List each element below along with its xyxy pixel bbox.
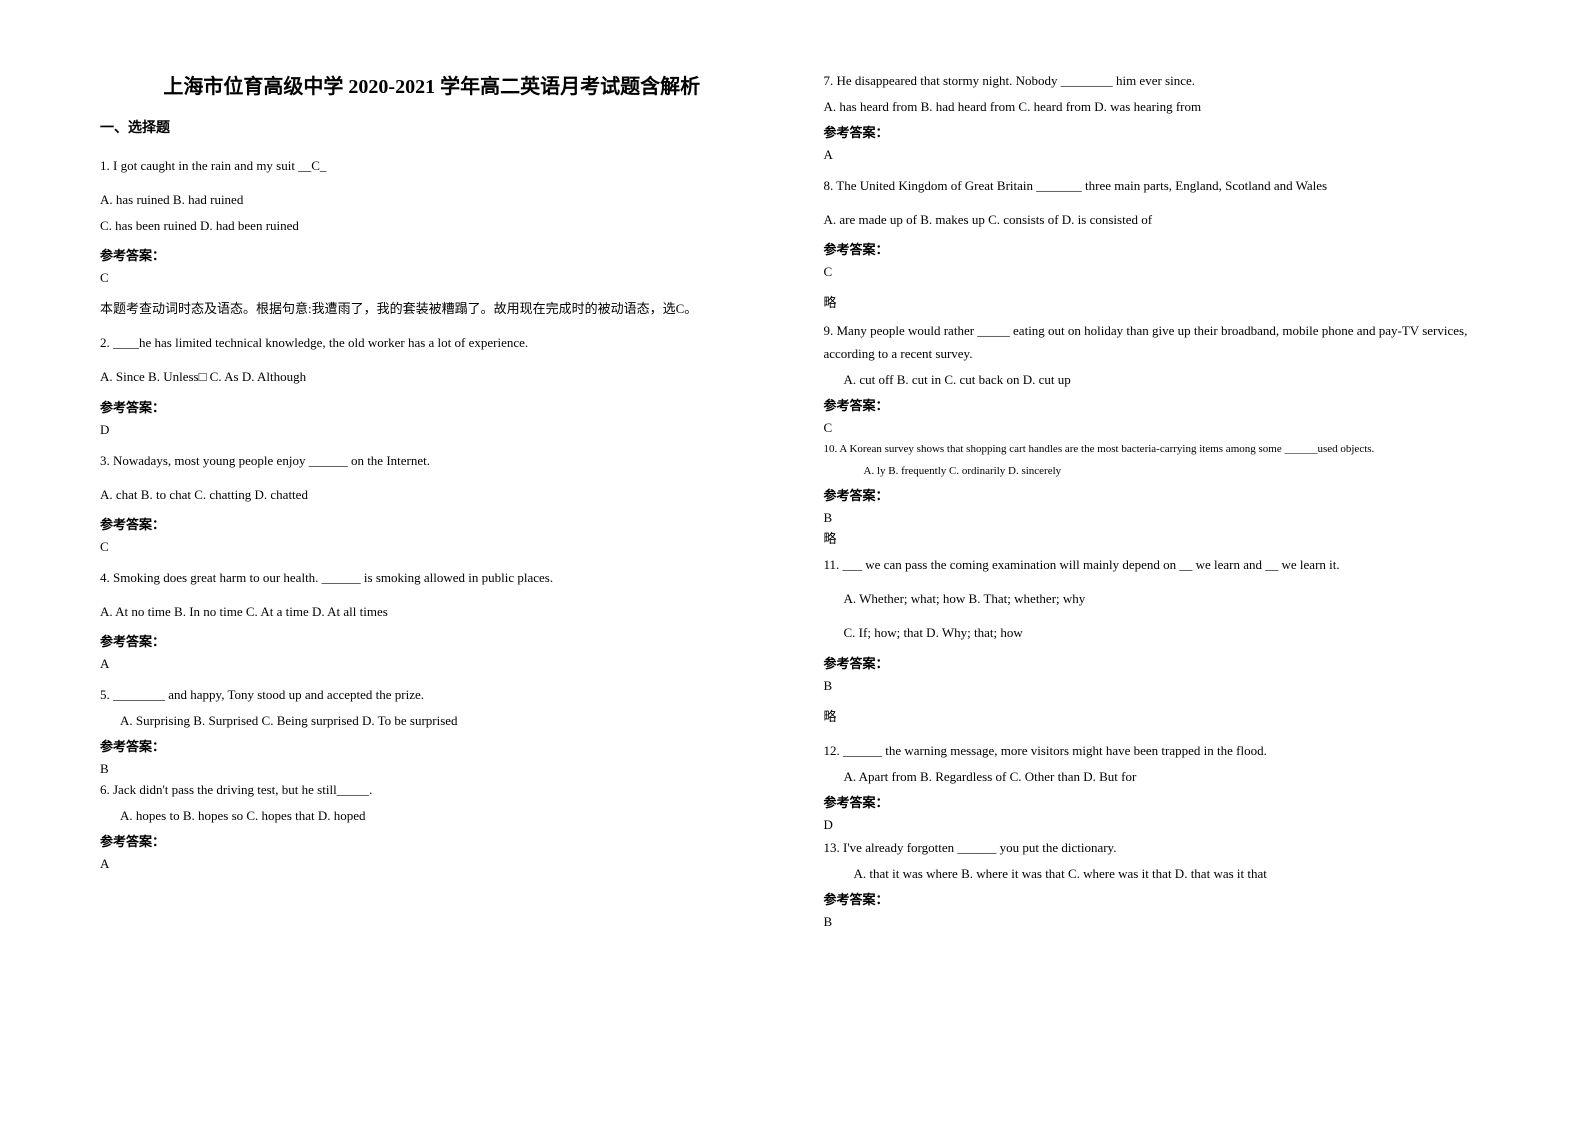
q2-answer: D — [100, 422, 764, 438]
q2-options: A. Since B. Unless□ C. As D. Although — [100, 366, 764, 388]
q3-options: A. chat B. to chat C. chatting D. chatte… — [100, 484, 764, 506]
q13-answer-label: 参考答案： — [824, 889, 1488, 908]
q6-text: 6. Jack didn't pass the driving test, bu… — [100, 779, 764, 801]
q13-options: A. that it was where B. where it was tha… — [824, 863, 1488, 885]
q12-options: A. Apart from B. Regardless of C. Other … — [824, 766, 1488, 788]
q9-answer-label: 参考答案： — [824, 395, 1488, 414]
left-column: 上海市位育高级中学 2020-2021 学年高二英语月考试题含解析 一、选择题 … — [100, 70, 764, 1052]
q7-options: A. has heard from B. had heard from C. h… — [824, 96, 1488, 118]
q7-answer-label: 参考答案： — [824, 122, 1488, 141]
q10-answer-label: 参考答案： — [824, 485, 1488, 504]
q11-options-b: C. If; how; that D. Why; that; how — [824, 622, 1488, 644]
q4-options: A. At no time B. In no time C. At a time… — [100, 601, 764, 623]
q1-options-b: C. has been ruined D. had been ruined — [100, 215, 764, 237]
q6-answer-label: 参考答案： — [100, 831, 764, 850]
q12-text: 12. ______ the warning message, more vis… — [824, 740, 1488, 762]
q12-answer-label: 参考答案： — [824, 792, 1488, 811]
q11-omitted: 略 — [824, 706, 1488, 728]
q11-answer: B — [824, 678, 1488, 694]
q9-text: 9. Many people would rather _____ eating… — [824, 320, 1488, 364]
q2-answer-label: 参考答案： — [100, 397, 764, 416]
q5-options: A. Surprising B. Surprised C. Being surp… — [100, 710, 764, 732]
q1-options-a: A. has ruined B. had ruined — [100, 189, 764, 211]
q13-text: 13. I've already forgotten ______ you pu… — [824, 837, 1488, 859]
q11-text: 11. ___ we can pass the coming examinati… — [824, 554, 1488, 576]
q1-answer-label: 参考答案： — [100, 245, 764, 264]
q3-text: 3. Nowadays, most young people enjoy ___… — [100, 450, 764, 472]
q11-answer-label: 参考答案： — [824, 653, 1488, 672]
q6-answer: A — [100, 856, 764, 872]
q12-answer: D — [824, 817, 1488, 833]
q5-answer-label: 参考答案： — [100, 736, 764, 755]
q8-options: A. are made up of B. makes up C. consist… — [824, 209, 1488, 231]
q4-text: 4. Smoking does great harm to our health… — [100, 567, 764, 589]
q1-text: 1. I got caught in the rain and my suit … — [100, 155, 764, 177]
q2-text: 2. ____he has limited technical knowledg… — [100, 332, 764, 354]
q6-options: A. hopes to B. hopes so C. hopes that D.… — [100, 805, 764, 827]
q8-omitted: 略 — [824, 292, 1488, 314]
q10-options: A. ly B. frequently C. ordinarily D. sin… — [824, 462, 1488, 481]
q1-explanation: 本题考查动词时态及语态。根据句意:我遭雨了，我的套装被糟蹋了。故用现在完成时的被… — [100, 298, 764, 320]
q7-answer: A — [824, 147, 1488, 163]
section-header: 一、选择题 — [100, 117, 764, 137]
q8-answer: C — [824, 264, 1488, 280]
exam-title: 上海市位育高级中学 2020-2021 学年高二英语月考试题含解析 — [100, 70, 764, 99]
q5-text: 5. ________ and happy, Tony stood up and… — [100, 684, 764, 706]
q10-omitted: 略 — [824, 528, 1488, 550]
q4-answer: A — [100, 656, 764, 672]
right-column: 7. He disappeared that stormy night. Nob… — [824, 70, 1488, 1052]
q3-answer: C — [100, 539, 764, 555]
q4-answer-label: 参考答案： — [100, 631, 764, 650]
q8-text: 8. The United Kingdom of Great Britain _… — [824, 175, 1488, 197]
q1-answer: C — [100, 270, 764, 286]
q9-answer: C — [824, 420, 1488, 436]
q10-answer: B — [824, 510, 1488, 526]
q3-answer-label: 参考答案： — [100, 514, 764, 533]
q10-text: 10. A Korean survey shows that shopping … — [824, 440, 1488, 459]
q11-options-a: A. Whether; what; how B. That; whether; … — [824, 588, 1488, 610]
q5-answer: B — [100, 761, 764, 777]
q8-answer-label: 参考答案： — [824, 239, 1488, 258]
q7-text: 7. He disappeared that stormy night. Nob… — [824, 70, 1488, 92]
q13-answer: B — [824, 914, 1488, 930]
q9-options: A. cut off B. cut in C. cut back on D. c… — [824, 369, 1488, 391]
